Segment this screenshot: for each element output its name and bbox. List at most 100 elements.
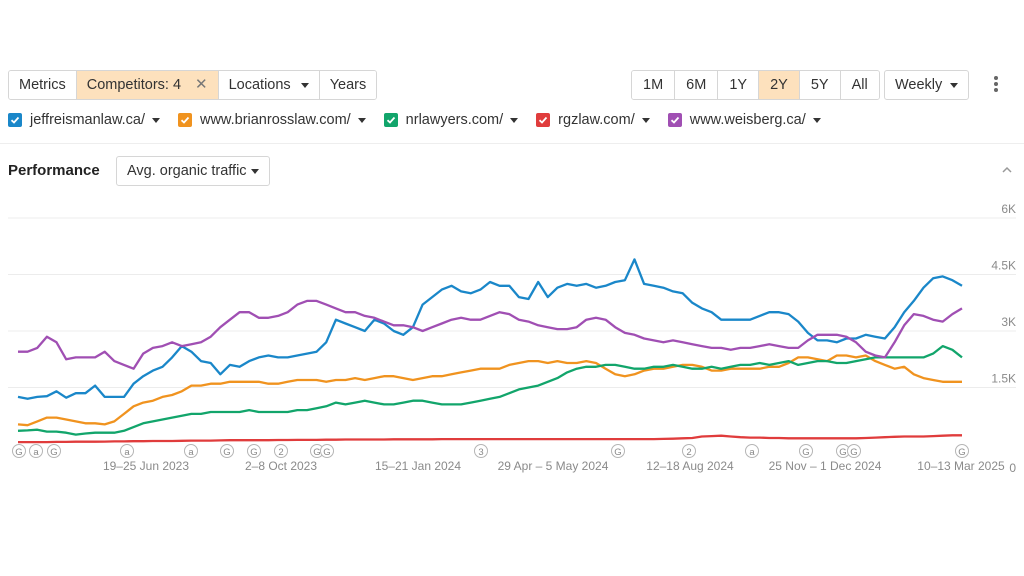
series-line (17, 258, 963, 400)
annotation-marker[interactable]: a (29, 444, 43, 459)
x-tick-label: 19–25 Jun 2023 (103, 459, 189, 473)
range-label: 6M (686, 77, 707, 93)
checkbox-icon[interactable] (177, 113, 192, 127)
annotation-marker[interactable]: G (47, 444, 61, 459)
chevron-down-icon[interactable] (641, 117, 650, 123)
annotation-marker[interactable]: G (320, 444, 334, 459)
interval-dropdown[interactable]: Weekly (884, 70, 970, 100)
legend-item[interactable]: www.brianrosslaw.com/ (177, 112, 366, 128)
svg-text:G: G (223, 447, 230, 458)
legend-item[interactable]: jeffreismanlaw.ca/ (8, 112, 160, 128)
years-label: Years (329, 77, 367, 93)
series-line (17, 344, 963, 436)
chevron-down-icon[interactable] (510, 117, 519, 123)
range-1m-button[interactable]: 1M (632, 71, 676, 99)
annotation-marker[interactable]: G (247, 444, 261, 459)
y-tick-label: 6K (1001, 202, 1016, 216)
x-tick-label: 25 Nov – 1 Dec 2024 (769, 459, 882, 473)
legend-label: nrlawyers.com/ (405, 112, 504, 128)
annotation-marker[interactable]: G (847, 444, 861, 459)
y-tick-label: 0 (1009, 461, 1016, 475)
svg-text:a: a (188, 447, 194, 458)
annotation-marker[interactable]: 2 (682, 444, 696, 459)
interval-label: Weekly (895, 77, 943, 93)
legend-label: jeffreismanlaw.ca/ (30, 112, 145, 128)
metric-label: Avg. organic traffic (127, 163, 247, 179)
svg-text:G: G (958, 447, 965, 458)
range-2y-button[interactable]: 2Y (759, 71, 800, 99)
divider (0, 143, 1024, 144)
range-all-button[interactable]: All (840, 71, 879, 99)
annotation-marker[interactable]: G (799, 444, 813, 459)
locations-label: Locations (228, 77, 291, 93)
range-label: 2Y (770, 77, 788, 93)
years-button[interactable]: Years (319, 71, 377, 99)
annotation-marker[interactable]: a (745, 444, 759, 459)
range-label: 1M (643, 77, 664, 93)
svg-text:G: G (50, 447, 57, 458)
range-1y-button[interactable]: 1Y (718, 71, 760, 99)
chevron-down-icon[interactable] (151, 117, 160, 123)
range-selector: 1M 6M 1Y 2Y 5Y All (631, 70, 880, 100)
svg-text:G: G (323, 447, 330, 458)
collapse-icon[interactable] (1002, 165, 1012, 175)
svg-text:G: G (802, 447, 809, 458)
view-tabs: Metrics Competitors: 4 ✕ Locations Years (8, 70, 378, 100)
range-label: 5Y (810, 77, 829, 93)
chevron-down-icon (250, 168, 259, 174)
svg-text:G: G (614, 447, 621, 458)
legend-item[interactable]: www.weisberg.ca/ (667, 112, 821, 128)
checkbox-icon[interactable] (383, 113, 398, 127)
competitors-button[interactable]: Competitors: 4 ✕ (76, 71, 219, 99)
metric-dropdown[interactable]: Avg. organic traffic (116, 156, 270, 186)
metrics-label: Metrics (19, 77, 66, 93)
legend-label: www.weisberg.ca/ (689, 112, 806, 128)
x-tick-label: 10–13 Mar 2025 (917, 459, 1005, 473)
close-icon[interactable]: ✕ (195, 76, 208, 93)
x-tick-label: 15–21 Jan 2024 (375, 459, 461, 473)
range-6m-button[interactable]: 6M (675, 71, 719, 99)
svg-text:a: a (33, 447, 39, 458)
annotation-marker[interactable]: G (955, 444, 969, 459)
annotation-marker[interactable]: a (184, 444, 198, 459)
legend-label: rgzlaw.com/ (558, 112, 635, 128)
svg-text:G: G (850, 447, 857, 458)
checkbox-icon[interactable] (8, 113, 22, 127)
y-tick-label: 4.5K (991, 259, 1016, 273)
svg-text:3: 3 (478, 447, 483, 458)
range-5y-button[interactable]: 5Y (799, 71, 841, 99)
checkbox-icon[interactable] (667, 113, 682, 127)
annotation-marker[interactable]: a (120, 444, 134, 459)
legend-label: www.brianrosslaw.com/ (199, 112, 351, 128)
svg-text:G: G (313, 447, 320, 458)
annotation-marker[interactable]: 3 (474, 444, 488, 459)
competitor-legend: jeffreismanlaw.ca/www.brianrosslaw.com/n… (8, 112, 839, 128)
svg-text:G: G (250, 447, 257, 458)
annotation-marker[interactable]: 2 (274, 444, 288, 459)
series-line (17, 354, 962, 427)
chevron-down-icon[interactable] (812, 117, 821, 123)
legend-item[interactable]: rgzlaw.com/ (536, 112, 650, 128)
annotation-marker[interactable]: G (220, 444, 234, 459)
chevron-down-icon (950, 82, 959, 88)
x-tick-label: 29 Apr – 5 May 2024 (498, 459, 609, 473)
svg-text:G: G (15, 447, 22, 458)
annotation-marker[interactable]: G (611, 444, 625, 459)
locations-button[interactable]: Locations (218, 71, 320, 99)
range-label: 1Y (729, 77, 748, 93)
competitors-label: Competitors: 4 (86, 77, 182, 93)
svg-text:G: G (839, 447, 846, 458)
y-tick-label: 3K (1001, 315, 1016, 329)
checkbox-icon[interactable] (536, 113, 551, 127)
annotation-marker[interactable]: G (12, 444, 26, 459)
metrics-button[interactable]: Metrics (9, 71, 77, 99)
series-line (18, 299, 963, 370)
legend-item[interactable]: nrlawyers.com/ (383, 112, 519, 128)
range-label: All (851, 77, 868, 93)
x-tick-label: 12–18 Aug 2024 (646, 459, 734, 473)
kebab-icon[interactable] (994, 76, 1000, 94)
series-line (18, 434, 962, 444)
chevron-down-icon[interactable] (357, 117, 366, 123)
chevron-down-icon (300, 82, 309, 88)
section-title: Performance (8, 162, 100, 179)
